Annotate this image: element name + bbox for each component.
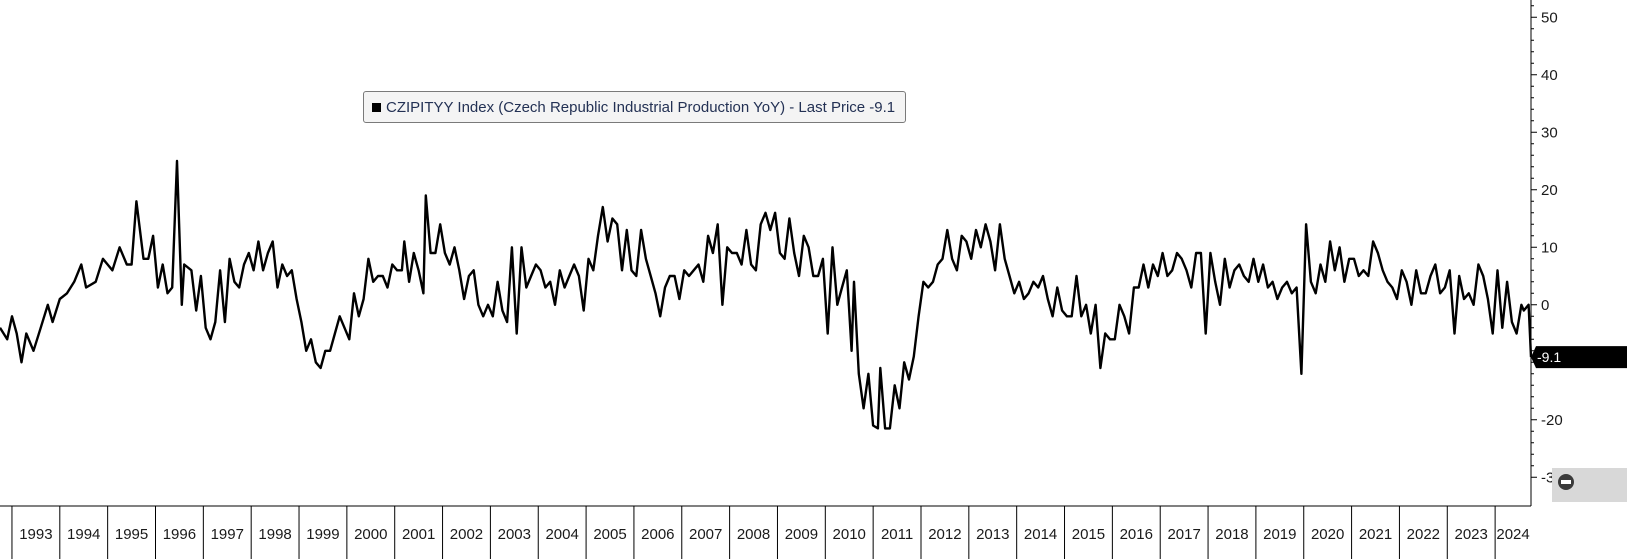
x-tick-label: 2007 bbox=[689, 526, 722, 543]
x-tick-label: 2005 bbox=[593, 526, 626, 543]
x-tick-label: 1998 bbox=[258, 526, 291, 543]
x-tick-label: 1997 bbox=[211, 526, 244, 543]
x-tick-label: 2017 bbox=[1167, 526, 1200, 543]
series-line bbox=[0, 159, 1533, 430]
x-tick-label: 2002 bbox=[450, 526, 483, 543]
y-tick-label: 50 bbox=[1541, 9, 1558, 26]
x-axis: 1993 1994 1995 1996 1997 1998 1999 2000 2001 2002… bbox=[0, 505, 1531, 559]
series-layer bbox=[0, 159, 1533, 430]
last-price-badge-label: -9.1 bbox=[1537, 349, 1561, 365]
x-tick-label: 2009 bbox=[785, 526, 818, 543]
legend-swatch bbox=[372, 102, 381, 112]
x-tick-label: 1994 bbox=[67, 526, 100, 543]
x-tick-label: 2006 bbox=[641, 526, 674, 543]
x-tick-label: 2021 bbox=[1359, 526, 1392, 543]
x-tick-label: 2008 bbox=[737, 526, 770, 543]
y-tick-label: -3 bbox=[1541, 469, 1554, 486]
chart-legend: CZIPITYY Index (Czech Republic Industria… bbox=[363, 91, 907, 123]
x-tick-label: 2000 bbox=[354, 526, 387, 543]
last-price-badge: -9.1 bbox=[1531, 346, 1627, 369]
x-tick-label: 2020 bbox=[1311, 526, 1344, 543]
scroll-handle-icon[interactable] bbox=[1552, 468, 1627, 502]
y-tick-label: 30 bbox=[1541, 124, 1558, 141]
x-tick-label: 1995 bbox=[115, 526, 148, 543]
y-tick-label: 0 bbox=[1541, 297, 1549, 314]
x-tick-label: 2013 bbox=[976, 526, 1009, 543]
last-price-badge-shape bbox=[1531, 346, 1627, 369]
x-tick-label: 2019 bbox=[1263, 526, 1296, 543]
x-tick-label: 1999 bbox=[306, 526, 339, 543]
x-tick-label: 2011 bbox=[881, 526, 913, 543]
x-tick-label: 2012 bbox=[928, 526, 961, 543]
x-tick-label: 2023 bbox=[1455, 526, 1488, 543]
x-tick-label: 2010 bbox=[833, 526, 866, 543]
x-tick-label: 2016 bbox=[1120, 526, 1153, 543]
y-axis: 50 40 30 20 10 0 -20 -3 bbox=[1530, 0, 1563, 506]
x-tick-label: 2024 bbox=[1496, 526, 1529, 543]
x-tick-label: 1993 bbox=[19, 526, 52, 543]
y-tick-label: 10 bbox=[1541, 239, 1558, 256]
x-tick-label: 2022 bbox=[1407, 526, 1440, 543]
x-tick-label: 2018 bbox=[1215, 526, 1248, 543]
x-tick-label: 2014 bbox=[1024, 526, 1057, 543]
y-tick-label: 40 bbox=[1541, 67, 1558, 84]
x-tick-label: 1996 bbox=[163, 526, 196, 543]
x-tick-label: 2003 bbox=[498, 526, 531, 543]
x-tick-label: 2001 bbox=[402, 526, 435, 543]
y-tick-label: 20 bbox=[1541, 182, 1558, 199]
x-tick-label: 2004 bbox=[545, 526, 578, 543]
legend-label: CZIPITYY Index (Czech Republic Industria… bbox=[386, 98, 896, 116]
x-tick-label: 2015 bbox=[1072, 526, 1105, 543]
y-tick-label: -20 bbox=[1541, 412, 1563, 429]
